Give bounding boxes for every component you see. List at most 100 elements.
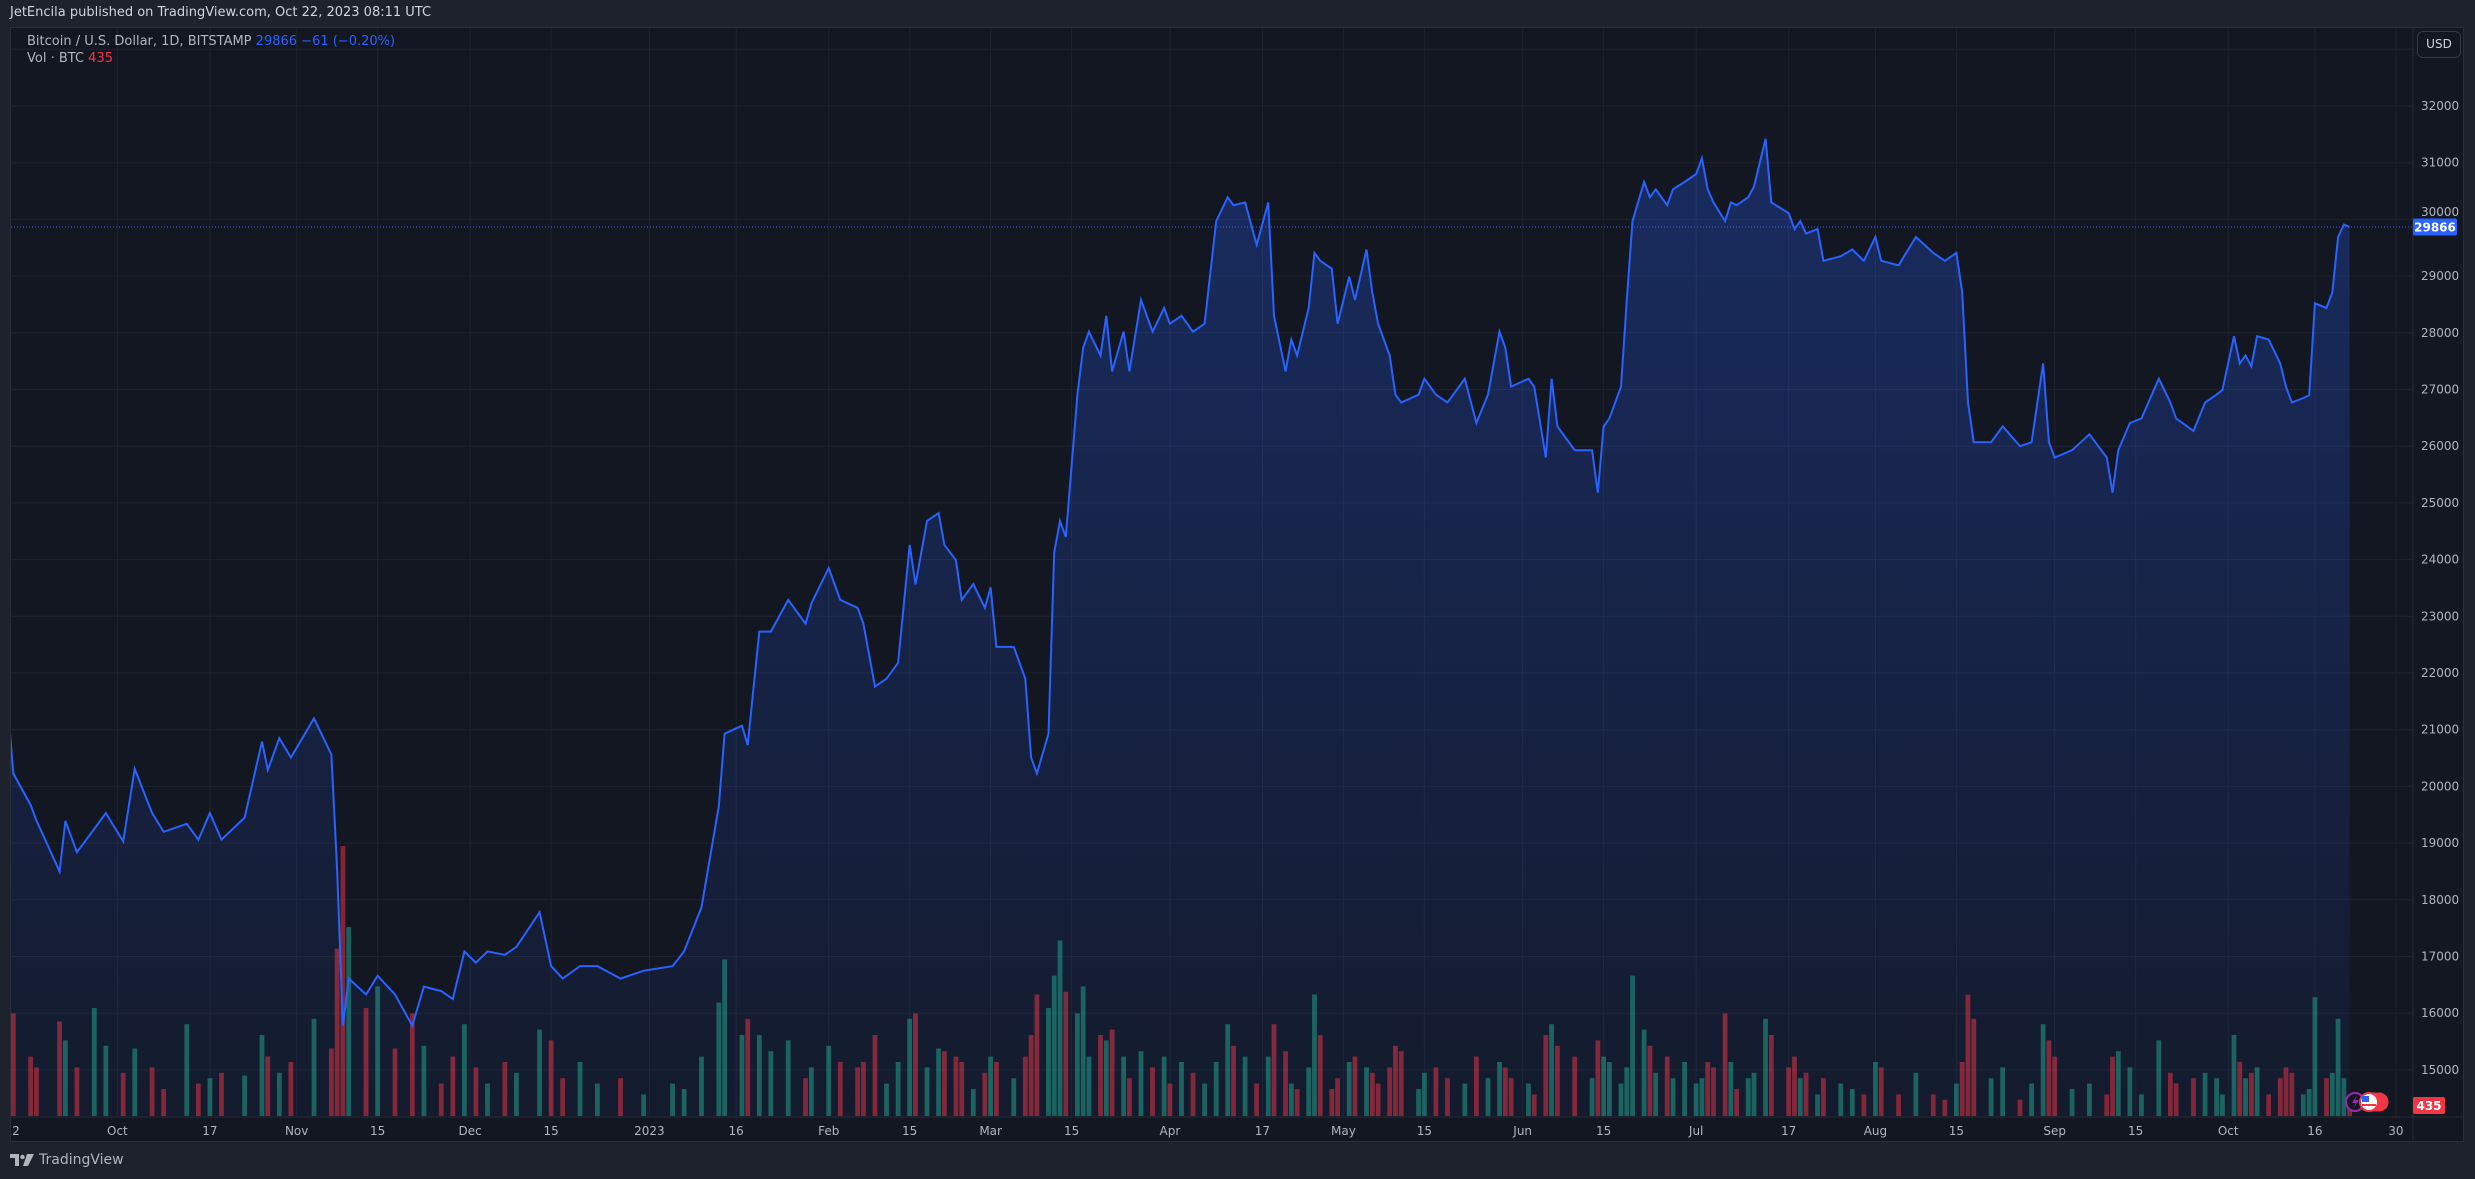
price-change: −61 (−0.20%)	[301, 34, 396, 49]
volume-bar	[1722, 1013, 1728, 1116]
event-icons[interactable]	[2345, 1092, 2389, 1112]
volume-bar	[421, 1045, 427, 1116]
volume-bar	[1028, 1035, 1034, 1116]
volume-bar	[641, 1094, 647, 1116]
last-price-label: 29866	[2413, 218, 2457, 236]
price-tick-label: 30000	[2421, 205, 2459, 219]
volume-bar	[1942, 1099, 1948, 1116]
volume-bar	[346, 927, 352, 1116]
volume-value: 435	[88, 51, 113, 66]
volume-bar	[1554, 1045, 1560, 1116]
volume-bar	[1225, 1024, 1231, 1116]
volume-bar	[2312, 997, 2318, 1116]
volume-bar	[826, 1045, 832, 1116]
volume-bar	[785, 1040, 791, 1116]
volume-bar	[2289, 1072, 2295, 1116]
volume-bar	[1306, 1067, 1312, 1116]
symbol-legend[interactable]: Bitcoin / U.S. Dollar, 1D, BITSTAMP 2986…	[27, 34, 395, 49]
volume-bar	[594, 1083, 600, 1116]
time-tick-label: 2023	[634, 1124, 665, 1138]
volume-bar	[1317, 1035, 1323, 1116]
price-tick-label: 20000	[2421, 779, 2459, 793]
price-tick-label: 16000	[2421, 1006, 2459, 1020]
price-tick-label: 18000	[2421, 893, 2459, 907]
volume-bar	[941, 1051, 947, 1116]
volume-bar	[2231, 1035, 2237, 1116]
time-tick-label: Jun	[1512, 1124, 1532, 1138]
volume-legend[interactable]: Vol · BTC 435	[27, 51, 113, 66]
volume-bar	[57, 1021, 62, 1116]
volume-bar	[161, 1089, 167, 1116]
volume-bar	[1618, 1083, 1624, 1116]
volume-bar	[1849, 1089, 1855, 1116]
volume-bar	[1607, 1062, 1612, 1116]
volume-bar	[392, 1048, 398, 1116]
volume-bar	[1086, 1056, 1092, 1116]
volume-bar	[1763, 1018, 1768, 1116]
volume-bar	[768, 1051, 774, 1116]
volume-bar	[1462, 1083, 1468, 1116]
price-tick-label: 29000	[2421, 269, 2459, 283]
volume-bar	[340, 846, 346, 1116]
time-tick-label: Dec	[459, 1124, 482, 1138]
volume-bar	[1011, 1078, 1017, 1116]
volume-bar	[1531, 1094, 1537, 1116]
volume-bar	[1647, 1045, 1653, 1116]
volume-bar	[91, 1008, 97, 1116]
symbol-title: Bitcoin / U.S. Dollar, 1D, BITSTAMP	[27, 34, 252, 49]
volume-bar	[438, 1083, 444, 1116]
volume-bar	[1364, 1067, 1369, 1116]
volume-bar	[2191, 1078, 2196, 1116]
time-tick-label: 30	[2388, 1124, 2403, 1138]
volume-bar	[2069, 1089, 2075, 1116]
time-tick-label: 17	[1781, 1124, 1796, 1138]
price-tick-label: 26000	[2421, 439, 2459, 453]
volume-bar	[913, 1013, 918, 1116]
volume-bar	[28, 1056, 34, 1116]
time-tick-label: Apr	[1160, 1124, 1181, 1138]
volume-bar	[2040, 1024, 2046, 1116]
time-tick-label: 15	[902, 1124, 917, 1138]
volume-bar	[328, 1048, 334, 1116]
price-axis[interactable]: 15000 16000 17000 18000 19000 20000 21000 22000…	[2421, 99, 2459, 1077]
time-tick-label: 17	[1255, 1124, 1270, 1138]
volume-bar	[1445, 1078, 1450, 1116]
volume-bar	[1421, 1072, 1427, 1116]
volume-bar	[1167, 1083, 1173, 1116]
volume-bar	[1861, 1094, 1867, 1116]
volume-bar	[1728, 1062, 1734, 1116]
currency-button[interactable]: USD	[2417, 31, 2461, 58]
volume-bar	[1549, 1024, 1554, 1116]
volume-bar	[2277, 1078, 2283, 1116]
volume-title: Vol · BTC	[27, 51, 85, 66]
volume-bar	[2266, 1094, 2272, 1116]
volume-bar	[1913, 1072, 1919, 1116]
volume-bar	[1820, 1078, 1826, 1116]
volume-bar	[2029, 1083, 2034, 1116]
us-flag-icon	[2359, 1092, 2389, 1112]
last-volume-label: 435	[2413, 1097, 2445, 1114]
volume-bar	[1508, 1078, 1514, 1116]
volume-bar	[1705, 1062, 1711, 1116]
volume-bar	[1734, 1089, 1740, 1116]
footer-brand[interactable]: TradingView	[10, 1152, 124, 1168]
time-tick-label: Jul	[1688, 1124, 1703, 1138]
time-tick-label: 16	[2307, 1124, 2322, 1138]
time-axis[interactable]: 2 Oct 17 Nov 15 Dec 15 2023 16 Feb 15 Mar 15 Apr 17 May…	[12, 1124, 2403, 1138]
volume-bar	[1433, 1067, 1439, 1116]
volume-bar	[62, 1040, 68, 1116]
volume-bar	[1335, 1078, 1341, 1116]
time-tick-label: Nov	[285, 1124, 308, 1138]
volume-bar	[1653, 1072, 1659, 1116]
volume-bar	[1127, 1078, 1132, 1116]
volume-bar	[1965, 994, 1971, 1116]
volume-bar	[1873, 1062, 1878, 1116]
volume-bar	[1670, 1078, 1676, 1116]
time-tick-label: Oct	[107, 1124, 128, 1138]
volume-bar	[1179, 1062, 1184, 1116]
time-tick-label: 2	[12, 1124, 20, 1138]
volume-bar	[537, 1029, 542, 1116]
price-tick-label: 19000	[2421, 836, 2459, 850]
svg-text:435: 435	[2416, 1099, 2441, 1113]
